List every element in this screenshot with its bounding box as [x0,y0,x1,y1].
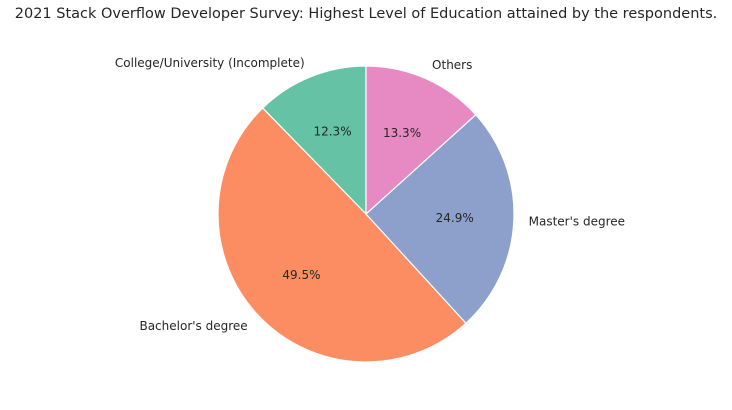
pie-category-label-2: Master's degree [529,215,625,229]
pie-slice-0 [261,65,367,216]
pie-slice-1 [217,107,467,363]
pie-slice-2 [365,113,515,325]
pie-labels: 12.3% College/University (Incomplete) 49.5… [115,56,625,333]
chart-title: 2021 Stack Overflow Developer Survey: Hi… [14,6,718,22]
pie-slices [217,65,515,363]
pie-slice-3 [365,65,477,216]
pie-category-label-3: Others [432,58,472,72]
pie-pct-label-3: 13.3% [383,126,421,140]
pie-category-label-0: College/University (Incomplete) [115,56,305,70]
pie-category-label-1: Bachelor's degree [139,319,247,333]
pie-pct-label-1: 49.5% [282,268,320,282]
pie-pct-label-2: 24.9% [436,211,474,225]
pie-pct-label-0: 12.3% [313,125,351,139]
